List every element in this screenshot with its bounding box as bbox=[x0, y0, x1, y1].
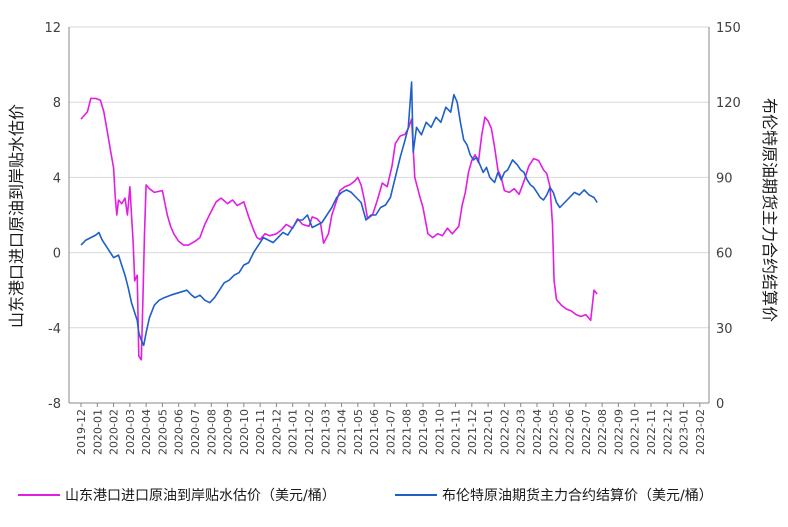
x-tick-label: 2020-12 bbox=[270, 409, 283, 455]
x-tick-label: 2020-10 bbox=[238, 409, 251, 455]
x-tick-label: 2022-12 bbox=[661, 409, 674, 455]
x-tick-label: 2021-04 bbox=[336, 409, 349, 455]
x-tick-label: 2021-09 bbox=[417, 409, 430, 455]
left-y-tick-label: -8 bbox=[48, 397, 61, 412]
x-tick-label: 2021-03 bbox=[319, 409, 332, 455]
right-y-tick-label: 120 bbox=[716, 96, 741, 111]
x-tick-label: 2023-01 bbox=[678, 409, 691, 455]
x-tick-label: 2021-07 bbox=[384, 409, 397, 455]
x-tick-label: 2021-05 bbox=[352, 409, 365, 455]
series-line-1 bbox=[80, 97, 598, 361]
x-tick-label: 2021-06 bbox=[368, 409, 381, 455]
x-tick-label: 2022-02 bbox=[498, 409, 511, 455]
series-line-2 bbox=[80, 81, 598, 347]
right-y-tick-label: 60 bbox=[716, 247, 733, 262]
left-y-tick-label: 8 bbox=[53, 96, 61, 111]
x-tick-label: 2022-04 bbox=[531, 409, 544, 455]
right-y-tick-label: 90 bbox=[716, 171, 733, 186]
x-tick-label: 2019-12 bbox=[75, 409, 88, 455]
series-lines bbox=[80, 81, 598, 361]
right-y-tick-label: 0 bbox=[716, 397, 724, 412]
x-tick-label: 2023-02 bbox=[694, 409, 707, 455]
x-tick-label: 2022-09 bbox=[612, 409, 625, 455]
right-y-tick-label: 30 bbox=[716, 322, 733, 337]
x-tick-label: 2022-01 bbox=[482, 409, 495, 455]
x-tick-label: 2020-06 bbox=[173, 409, 186, 455]
x-tick-label: 2020-11 bbox=[254, 409, 267, 455]
left-y-tick-labels: 12 8 4 0 -4 -8 bbox=[44, 21, 61, 412]
right-y-axis-title: 布伦特原油期货主力合约结算价 bbox=[760, 98, 779, 322]
x-tick-label: 2020-01 bbox=[91, 409, 104, 455]
x-tick-label: 2022-08 bbox=[596, 409, 609, 455]
x-tick-label: 2020-07 bbox=[189, 409, 202, 455]
x-tick-label: 2021-01 bbox=[287, 409, 300, 455]
x-tick-label: 2021-02 bbox=[303, 409, 316, 455]
x-tick-label: 2020-05 bbox=[156, 409, 169, 455]
x-tick-label: 2022-10 bbox=[629, 409, 642, 455]
left-y-axis-title: 山东港口进口原油到岸贴水估价 bbox=[7, 104, 26, 328]
x-tick-label: 2022-07 bbox=[580, 409, 593, 455]
x-tick-label: 2020-08 bbox=[205, 409, 218, 455]
x-tick-label: 2022-06 bbox=[564, 409, 577, 455]
right-y-tick-label: 150 bbox=[716, 21, 741, 36]
x-tick-label: 2022-03 bbox=[515, 409, 528, 455]
legend-label-series-1: 山东港口进口原油到岸贴水估价（美元/桶） bbox=[65, 488, 336, 504]
x-tick-label: 2022-05 bbox=[547, 409, 560, 455]
x-tick-label: 2021-08 bbox=[401, 409, 414, 455]
x-tick-label: 2021-12 bbox=[466, 409, 479, 455]
x-tick-label: 2021-11 bbox=[450, 409, 463, 455]
left-y-tick-label: 4 bbox=[53, 171, 61, 186]
right-y-tick-labels: 150 120 90 60 30 0 bbox=[716, 21, 741, 412]
left-y-tick-label: -4 bbox=[48, 322, 61, 337]
x-tick-label: 2022-11 bbox=[645, 409, 658, 455]
x-tick-label: 2020-03 bbox=[124, 409, 137, 455]
left-y-tick-label: 12 bbox=[44, 21, 61, 36]
x-tick-label: 2020-02 bbox=[108, 409, 121, 455]
x-tick-label: 2021-10 bbox=[433, 409, 446, 455]
legend-label-series-2: 布伦特原油期货主力合约结算价（美元/桶） bbox=[442, 487, 713, 504]
x-tick-label: 2020-09 bbox=[222, 409, 235, 455]
legend: 山东港口进口原油到岸贴水估价（美元/桶） 布伦特原油期货主力合约结算价（美元/桶… bbox=[18, 487, 713, 504]
left-y-tick-label: 0 bbox=[53, 247, 61, 262]
axes bbox=[68, 27, 710, 404]
x-tick-label: 2020-04 bbox=[140, 409, 153, 455]
x-tick-labels: 2019-12 2020-01 2020-02 2020-03 2020-04 2020-… bbox=[75, 403, 707, 455]
